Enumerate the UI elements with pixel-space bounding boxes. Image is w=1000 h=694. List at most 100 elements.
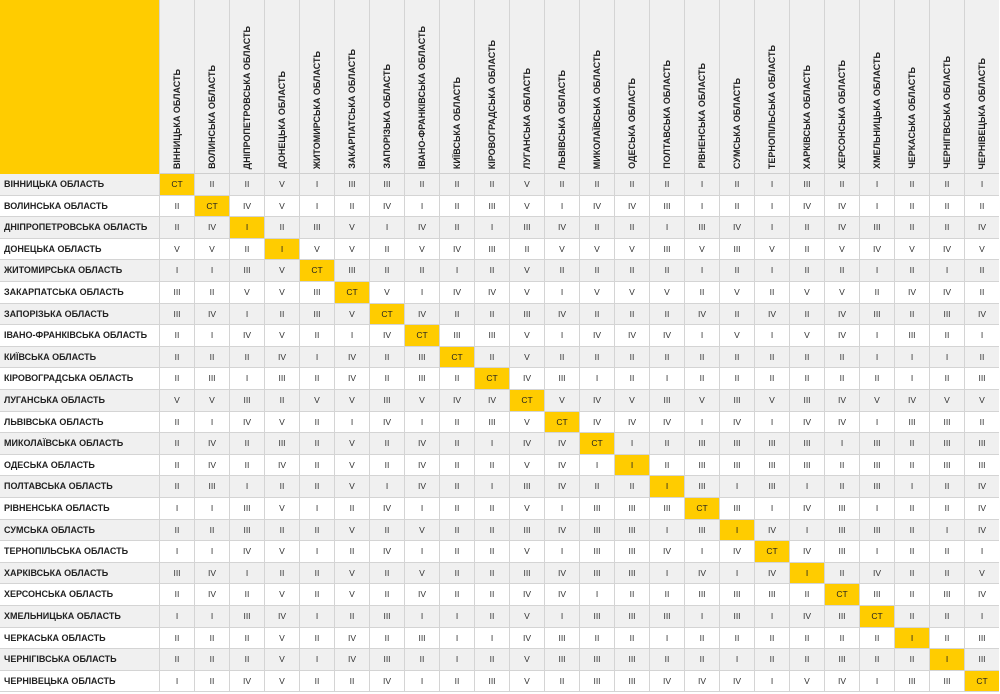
- matrix-cell: III: [614, 606, 649, 628]
- matrix-cell: III: [229, 519, 264, 542]
- matrix-cell: II: [439, 454, 474, 477]
- matrix-cell: II: [299, 454, 334, 477]
- matrix-cell: I: [614, 433, 649, 455]
- matrix-cell: II: [579, 476, 614, 498]
- matrix-cell: V: [509, 325, 544, 347]
- matrix-cell: II: [334, 670, 369, 693]
- matrix-cell: III: [719, 238, 754, 261]
- matrix-cell: V: [859, 390, 894, 412]
- row-header: ЗАПОРІЗЬКА ОБЛАСТЬ: [0, 303, 159, 326]
- matrix-cell: II: [159, 454, 194, 477]
- matrix-cell: I: [404, 606, 439, 628]
- matrix-cell: II: [474, 519, 509, 542]
- matrix-cell: II: [264, 303, 299, 326]
- matrix-cell: V: [824, 238, 859, 261]
- matrix-cell: V: [789, 325, 824, 347]
- matrix-cell: III: [474, 195, 509, 218]
- matrix-cell: V: [334, 454, 369, 477]
- matrix-cell: III: [929, 411, 964, 434]
- matrix-cell: III: [964, 368, 999, 390]
- matrix-cell: III: [754, 454, 789, 477]
- matrix-cell: III: [229, 606, 264, 628]
- matrix-cell: II: [649, 584, 684, 606]
- matrix-cell: II: [439, 584, 474, 606]
- matrix-cell: II: [579, 260, 614, 282]
- matrix-cell: I: [334, 411, 369, 434]
- matrix-cell: III: [719, 584, 754, 606]
- matrix-cell: I: [544, 606, 579, 628]
- matrix-cell: II: [474, 174, 509, 196]
- matrix-cell: I: [229, 303, 264, 326]
- matrix-cell: IV: [684, 670, 719, 693]
- matrix-cell: V: [579, 238, 614, 261]
- matrix-cell: IV: [614, 195, 649, 218]
- matrix-cell: IV: [229, 411, 264, 434]
- matrix-cell: III: [824, 498, 859, 520]
- matrix-cell: III: [859, 476, 894, 498]
- matrix-cell: I: [929, 519, 964, 542]
- matrix-cell: V: [334, 519, 369, 542]
- matrix-cell: II: [404, 649, 439, 671]
- column-header: ОДЕСЬКА ОБЛАСТЬ: [614, 0, 649, 174]
- matrix-cell: IV: [404, 217, 439, 239]
- matrix-cell: III: [754, 476, 789, 498]
- matrix-cell: I: [789, 476, 824, 498]
- matrix-cell: V: [264, 541, 299, 563]
- matrix-cell: V: [614, 238, 649, 261]
- matrix-cell: V: [719, 282, 754, 304]
- matrix-cell: I: [964, 325, 999, 347]
- matrix-cell: II: [369, 454, 404, 477]
- matrix-cell: I: [579, 454, 614, 477]
- matrix-cell: II: [299, 433, 334, 455]
- matrix-cell: I: [754, 606, 789, 628]
- matrix-cell: II: [614, 303, 649, 326]
- matrix-cell: I: [789, 519, 824, 542]
- matrix-cell: II: [579, 627, 614, 650]
- matrix-cell: II: [439, 433, 474, 455]
- matrix-cell: II: [264, 519, 299, 542]
- matrix-cell: I: [684, 411, 719, 434]
- matrix-cell: I: [649, 217, 684, 239]
- matrix-cell: IV: [404, 454, 439, 477]
- matrix-cell: III: [404, 627, 439, 650]
- matrix-cell: II: [614, 627, 649, 650]
- matrix-cell: II: [404, 260, 439, 282]
- matrix-cell: IV: [719, 670, 754, 693]
- matrix-cell: II: [474, 260, 509, 282]
- matrix-cell: I: [229, 476, 264, 498]
- matrix-cell: III: [684, 217, 719, 239]
- matrix-cell: III: [684, 476, 719, 498]
- matrix-cell: III: [579, 541, 614, 563]
- matrix-cell: V: [334, 562, 369, 585]
- matrix-cell: II: [474, 454, 509, 477]
- matrix-cell: II: [754, 368, 789, 390]
- matrix-cell: II: [159, 476, 194, 498]
- matrix-cell: I: [964, 541, 999, 563]
- matrix-cell: I: [159, 541, 194, 563]
- matrix-cell: II: [964, 411, 999, 434]
- matrix-cell: IV: [229, 541, 264, 563]
- matrix-cell: II: [719, 346, 754, 369]
- matrix-cell: I: [754, 325, 789, 347]
- matrix-cell: IV: [649, 670, 684, 693]
- matrix-cell: V: [894, 238, 929, 261]
- matrix-cell: V: [509, 260, 544, 282]
- matrix-cell: III: [159, 562, 194, 585]
- matrix-cell: II: [824, 562, 859, 585]
- matrix-cell: II: [474, 584, 509, 606]
- matrix-cell: II: [929, 606, 964, 628]
- matrix-cell: II: [229, 649, 264, 671]
- matrix-cell: I: [299, 174, 334, 196]
- matrix-cell: III: [474, 325, 509, 347]
- matrix-cell: III: [509, 476, 544, 498]
- matrix-cell: V: [229, 282, 264, 304]
- matrix-cell: II: [439, 498, 474, 520]
- matrix-cell: III: [754, 584, 789, 606]
- matrix-cell: II: [789, 649, 824, 671]
- matrix-cell: II: [964, 260, 999, 282]
- matrix-cell: V: [404, 390, 439, 412]
- matrix-cell: III: [264, 368, 299, 390]
- corner-block: [0, 0, 159, 174]
- matrix-cell: III: [859, 433, 894, 455]
- column-header-label: ТЕРНОПІЛЬСЬКА ОБЛАСТЬ: [767, 44, 777, 169]
